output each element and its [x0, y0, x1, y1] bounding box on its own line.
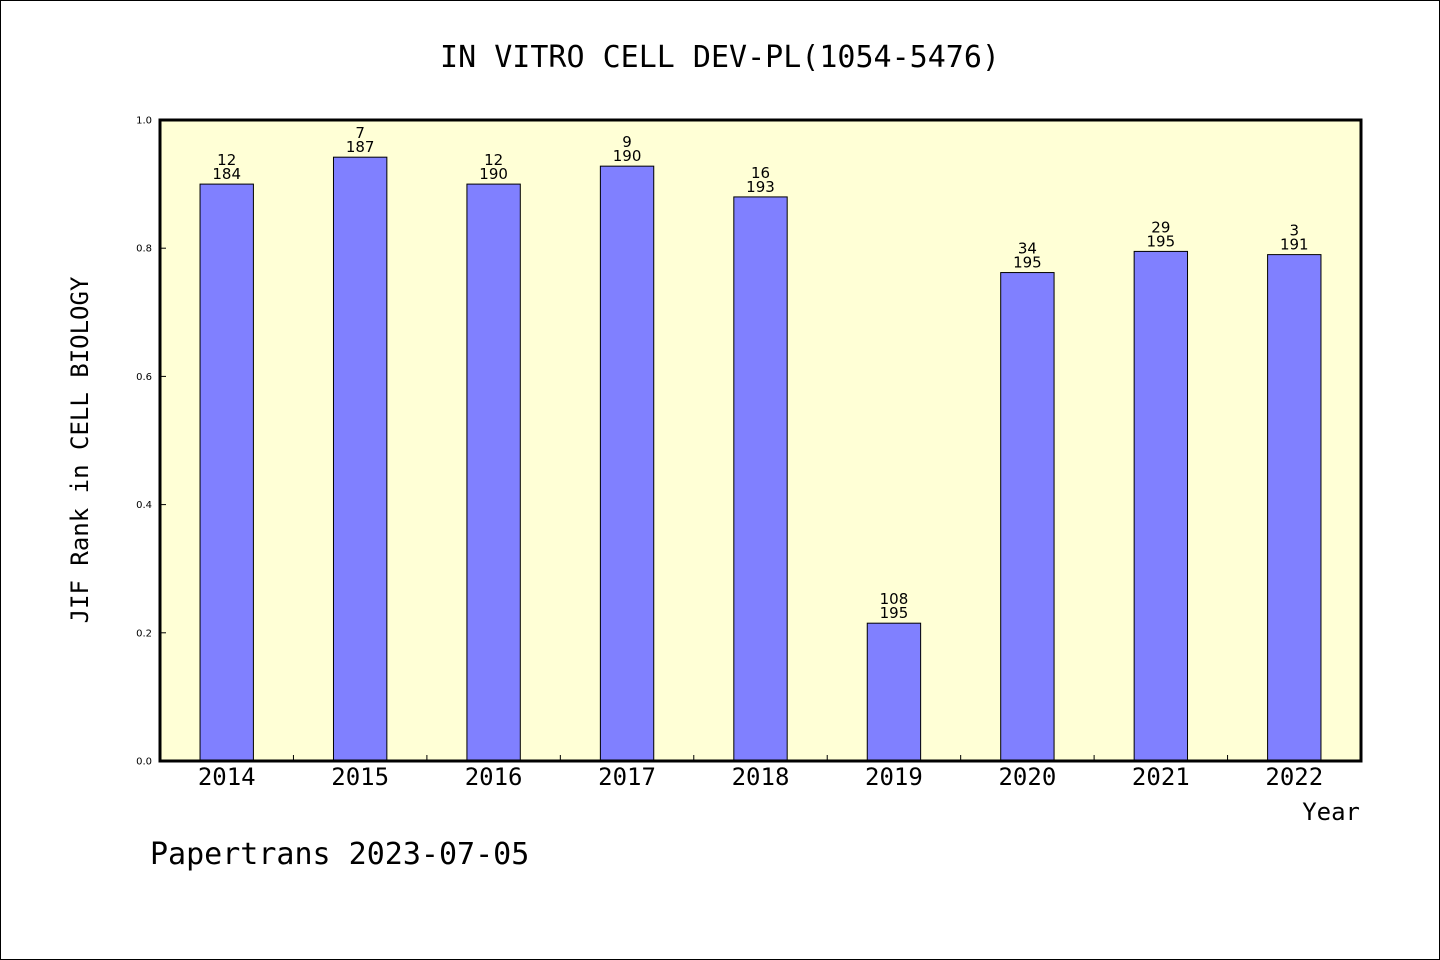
x-tick-label-2020: 2020 [998, 763, 1056, 791]
bar-2014 [199, 183, 254, 762]
data-label-total-2014: 184 [212, 165, 241, 183]
bar-2022 [1267, 254, 1322, 762]
data-label-total-2018: 193 [746, 178, 775, 196]
x-axis-label: Year [1302, 798, 1360, 826]
y-tick-label-0.8: 0.8 [136, 244, 152, 255]
bar-2020 [1000, 272, 1055, 762]
data-label-rank-2016: 12 [484, 151, 503, 169]
bar-2015 [332, 156, 388, 762]
data-label-rank-2022: 3 [1290, 222, 1300, 240]
y-tick-label-0.4: 0.4 [136, 500, 152, 511]
x-axis: 2014 2015 2016 2017 2018 2019 2020 2021 2022 [198, 755, 1323, 791]
data-label-total-2017: 190 [613, 147, 642, 165]
x-tick-label-2018: 2018 [732, 763, 790, 791]
data-label-total-2020: 195 [1013, 254, 1042, 272]
x-tick-label-2014: 2014 [198, 763, 256, 791]
footer-note: Papertrans 2023-07-05 [150, 837, 529, 872]
y-tick-label-1.0: 1.0 [136, 116, 152, 127]
x-tick-label-2015: 2015 [331, 763, 389, 791]
data-label-rank-2018: 16 [751, 164, 770, 182]
data-label-rank-2021: 29 [1151, 218, 1170, 236]
bar-2017 [599, 165, 655, 762]
y-axis: 0.0 0.2 0.4 0.6 0.8 1.0 [136, 116, 166, 768]
x-tick-label-2017: 2017 [598, 763, 656, 791]
data-label-rank-2019: 108 [880, 590, 909, 608]
x-tick-label-2016: 2016 [465, 763, 523, 791]
y-tick-label-0.0: 0.0 [136, 757, 152, 768]
data-label-rank-2014: 12 [217, 151, 236, 169]
chart-title: IN VITRO CELL DEV-PL(1054-5476) [440, 40, 1000, 75]
data-label-rank-2015: 7 [355, 124, 365, 142]
data-label-total-2016: 190 [479, 165, 508, 183]
data-label-rank-2020: 34 [1018, 240, 1037, 258]
data-label-total-2019: 195 [880, 604, 909, 622]
data-label-total-2022: 191 [1280, 236, 1309, 254]
bars-group [199, 156, 1322, 762]
bar-2016 [466, 183, 521, 762]
y-tick-label-0.6: 0.6 [136, 372, 152, 383]
x-tick-label-2019: 2019 [865, 763, 923, 791]
bar-2021 [1133, 250, 1189, 762]
data-label-total-2015: 187 [346, 138, 375, 156]
y-axis-label: JIF Rank in CELL BIOLOGY [66, 276, 94, 623]
x-tick-label-2021: 2021 [1132, 763, 1190, 791]
y-tick-label-0.2: 0.2 [136, 628, 152, 639]
bar-2019 [866, 622, 922, 762]
plot-border [158, 118, 1363, 763]
data-label-rank-2017: 9 [622, 133, 632, 151]
x-tick-label-2022: 2022 [1265, 763, 1323, 791]
data-label-total-2021: 195 [1147, 232, 1176, 250]
bar-2018 [733, 196, 788, 762]
data-labels-group: 1218471871219091901619310819534195291953… [212, 124, 1308, 622]
